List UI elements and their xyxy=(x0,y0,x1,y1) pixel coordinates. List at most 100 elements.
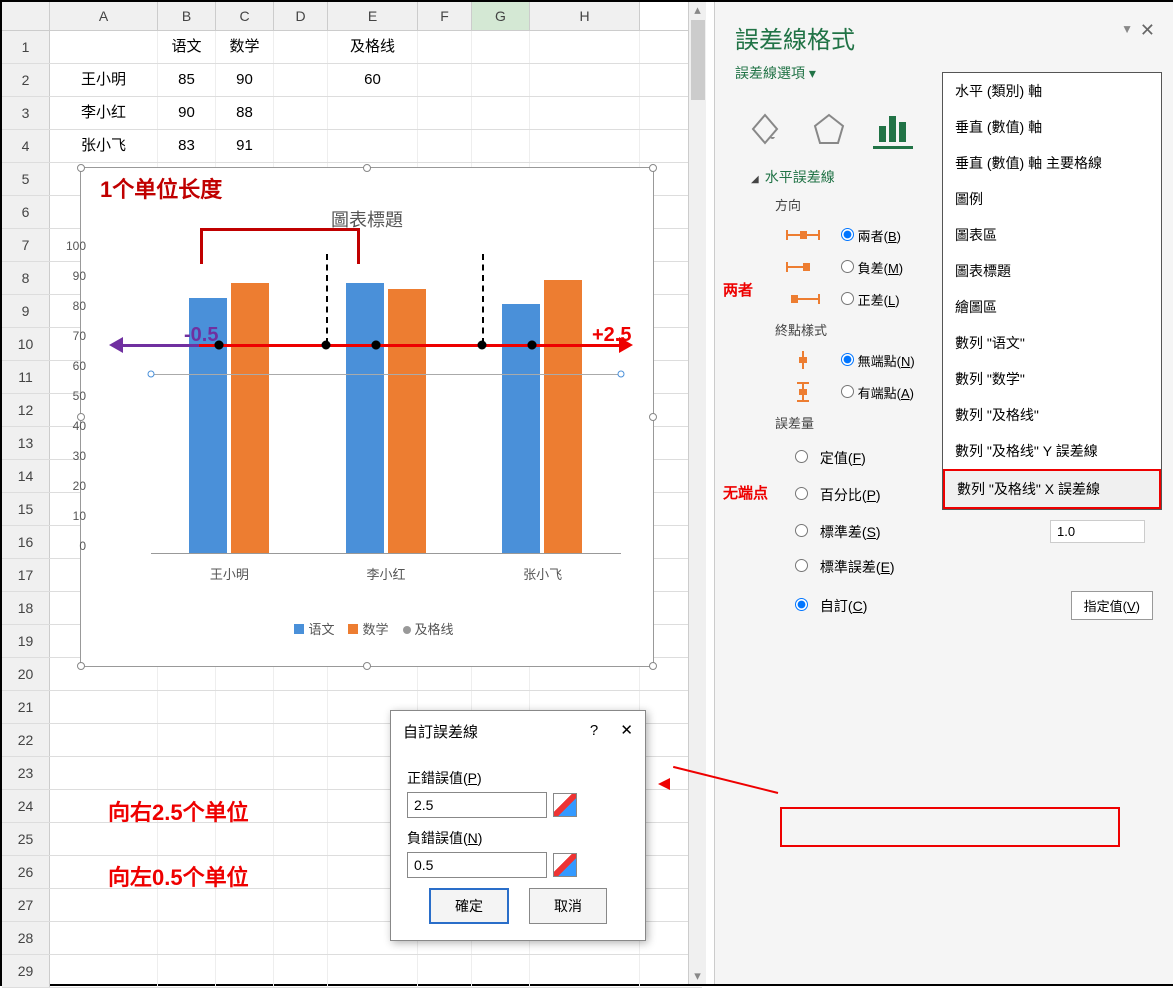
cell-B27[interactable] xyxy=(158,889,216,921)
bar-数学-李小红[interactable] xyxy=(388,289,426,553)
panel-menu-button[interactable]: ▼ xyxy=(1121,22,1133,36)
dropdown-item-6[interactable]: 繪圖區 xyxy=(943,289,1161,325)
cell-E1[interactable]: 及格线 xyxy=(328,31,418,63)
dialog-help-button[interactable]: ? xyxy=(590,722,598,739)
cell-A3[interactable]: 李小红 xyxy=(50,97,158,129)
cell-D29[interactable] xyxy=(274,955,328,987)
chart-title[interactable]: 圖表標題 xyxy=(81,206,653,232)
row-header-15[interactable]: 15 xyxy=(2,493,50,525)
cell-B4[interactable]: 83 xyxy=(158,130,216,162)
cell-D4[interactable] xyxy=(274,130,328,162)
fill-line-icon[interactable] xyxy=(745,109,785,149)
range-picker-icon[interactable] xyxy=(553,793,577,817)
row-header-14[interactable]: 14 xyxy=(2,460,50,492)
cell-C25[interactable] xyxy=(216,823,274,855)
dropdown-item-10[interactable]: 數列 "及格线" Y 誤差線 xyxy=(943,433,1161,469)
custom-radio[interactable]: 自訂(C) xyxy=(795,596,867,616)
dropdown-item-9[interactable]: 數列 "及格线" xyxy=(943,397,1161,433)
percent-radio[interactable]: 百分比(P) xyxy=(795,485,881,505)
row-header-20[interactable]: 20 xyxy=(2,658,50,690)
neg-error-input[interactable] xyxy=(407,852,547,878)
ok-button[interactable]: 確定 xyxy=(429,888,509,924)
cell-H29[interactable] xyxy=(530,955,640,987)
cell-C21[interactable] xyxy=(216,691,274,723)
cell-D23[interactable] xyxy=(274,757,328,789)
chart-container[interactable]: 圖表標題 0102030405060708090100 王小明李小红张小飞 语文… xyxy=(80,167,654,667)
cell-D22[interactable] xyxy=(274,724,328,756)
dialog-close-button[interactable]: ✕ xyxy=(620,722,633,739)
row-header-5[interactable]: 5 xyxy=(2,163,50,195)
minus-radio[interactable]: 負差(M) xyxy=(841,258,903,277)
stderr-radio[interactable]: 標準誤差(E) xyxy=(795,557,895,577)
row-header-25[interactable]: 25 xyxy=(2,823,50,855)
cell-C4[interactable]: 91 xyxy=(216,130,274,162)
row-header-18[interactable]: 18 xyxy=(2,592,50,624)
dropdown-item-1[interactable]: 垂直 (數值) 軸 xyxy=(943,109,1161,145)
dropdown-item-0[interactable]: 水平 (類別) 軸 xyxy=(943,73,1161,109)
row-header-13[interactable]: 13 xyxy=(2,427,50,459)
scroll-thumb[interactable] xyxy=(691,20,705,100)
cell-B25[interactable] xyxy=(158,823,216,855)
cell-B3[interactable]: 90 xyxy=(158,97,216,129)
row-header-7[interactable]: 7 xyxy=(2,229,50,261)
cell-A2[interactable]: 王小明 xyxy=(50,64,158,96)
cap-radio[interactable]: 有端點(A) xyxy=(841,383,914,402)
cell-C22[interactable] xyxy=(216,724,274,756)
cell-D1[interactable] xyxy=(274,31,328,63)
cell-C27[interactable] xyxy=(216,889,274,921)
row-header-22[interactable]: 22 xyxy=(2,724,50,756)
bar-options-icon[interactable] xyxy=(873,109,913,149)
effects-icon[interactable] xyxy=(809,109,849,149)
panel-close-button[interactable]: ✕ xyxy=(1140,20,1155,41)
cell-C29[interactable] xyxy=(216,955,274,987)
cell-D28[interactable] xyxy=(274,922,328,954)
col-header-D[interactable]: D xyxy=(274,2,328,30)
row-header-23[interactable]: 23 xyxy=(2,757,50,789)
bar-数学-张小飞[interactable] xyxy=(544,280,582,553)
stddev-input[interactable] xyxy=(1050,520,1145,543)
cell-E3[interactable] xyxy=(328,97,418,129)
cell-D24[interactable] xyxy=(274,790,328,822)
row-header-3[interactable]: 3 xyxy=(2,97,50,129)
cell-B28[interactable] xyxy=(158,922,216,954)
cell-H3[interactable] xyxy=(530,97,640,129)
cell-F29[interactable] xyxy=(418,955,472,987)
stddev-radio[interactable]: 標準差(S) xyxy=(795,522,881,542)
row-header-8[interactable]: 8 xyxy=(2,262,50,294)
cell-A29[interactable] xyxy=(50,955,158,987)
cell-B23[interactable] xyxy=(158,757,216,789)
cell-G3[interactable] xyxy=(472,97,530,129)
pos-error-input[interactable] xyxy=(407,792,547,818)
cell-C3[interactable]: 88 xyxy=(216,97,274,129)
row-header-11[interactable]: 11 xyxy=(2,361,50,393)
cell-H4[interactable] xyxy=(530,130,640,162)
col-header-E[interactable]: E xyxy=(328,2,418,30)
both-radio[interactable]: 兩者(B) xyxy=(841,226,901,245)
cell-F1[interactable] xyxy=(418,31,472,63)
specify-button[interactable]: 指定值(V) xyxy=(1071,591,1153,620)
dropdown-item-4[interactable]: 圖表區 xyxy=(943,217,1161,253)
cell-C23[interactable] xyxy=(216,757,274,789)
col-header-C[interactable]: C xyxy=(216,2,274,30)
dropdown-item-5[interactable]: 圖表標題 xyxy=(943,253,1161,289)
cell-D26[interactable] xyxy=(274,856,328,888)
row-header-16[interactable]: 16 xyxy=(2,526,50,558)
cell-F3[interactable] xyxy=(418,97,472,129)
cancel-button[interactable]: 取消 xyxy=(529,888,607,924)
cell-G2[interactable] xyxy=(472,64,530,96)
cell-A27[interactable] xyxy=(50,889,158,921)
row-header-4[interactable]: 4 xyxy=(2,130,50,162)
chart-element-dropdown[interactable]: 水平 (類別) 軸垂直 (數值) 軸垂直 (數值) 軸 主要格線圖例圖表區圖表標… xyxy=(942,72,1162,510)
dropdown-item-7[interactable]: 數列 "语文" xyxy=(943,325,1161,361)
row-header-27[interactable]: 27 xyxy=(2,889,50,921)
cell-D27[interactable] xyxy=(274,889,328,921)
plus-radio[interactable]: 正差(L) xyxy=(841,290,900,309)
cell-B1[interactable]: 语文 xyxy=(158,31,216,63)
cell-B29[interactable] xyxy=(158,955,216,987)
range-picker-icon[interactable] xyxy=(553,853,577,877)
cell-D3[interactable] xyxy=(274,97,328,129)
row-header-12[interactable]: 12 xyxy=(2,394,50,426)
cell-C2[interactable]: 90 xyxy=(216,64,274,96)
cell-A23[interactable] xyxy=(50,757,158,789)
dropdown-item-3[interactable]: 圖例 xyxy=(943,181,1161,217)
